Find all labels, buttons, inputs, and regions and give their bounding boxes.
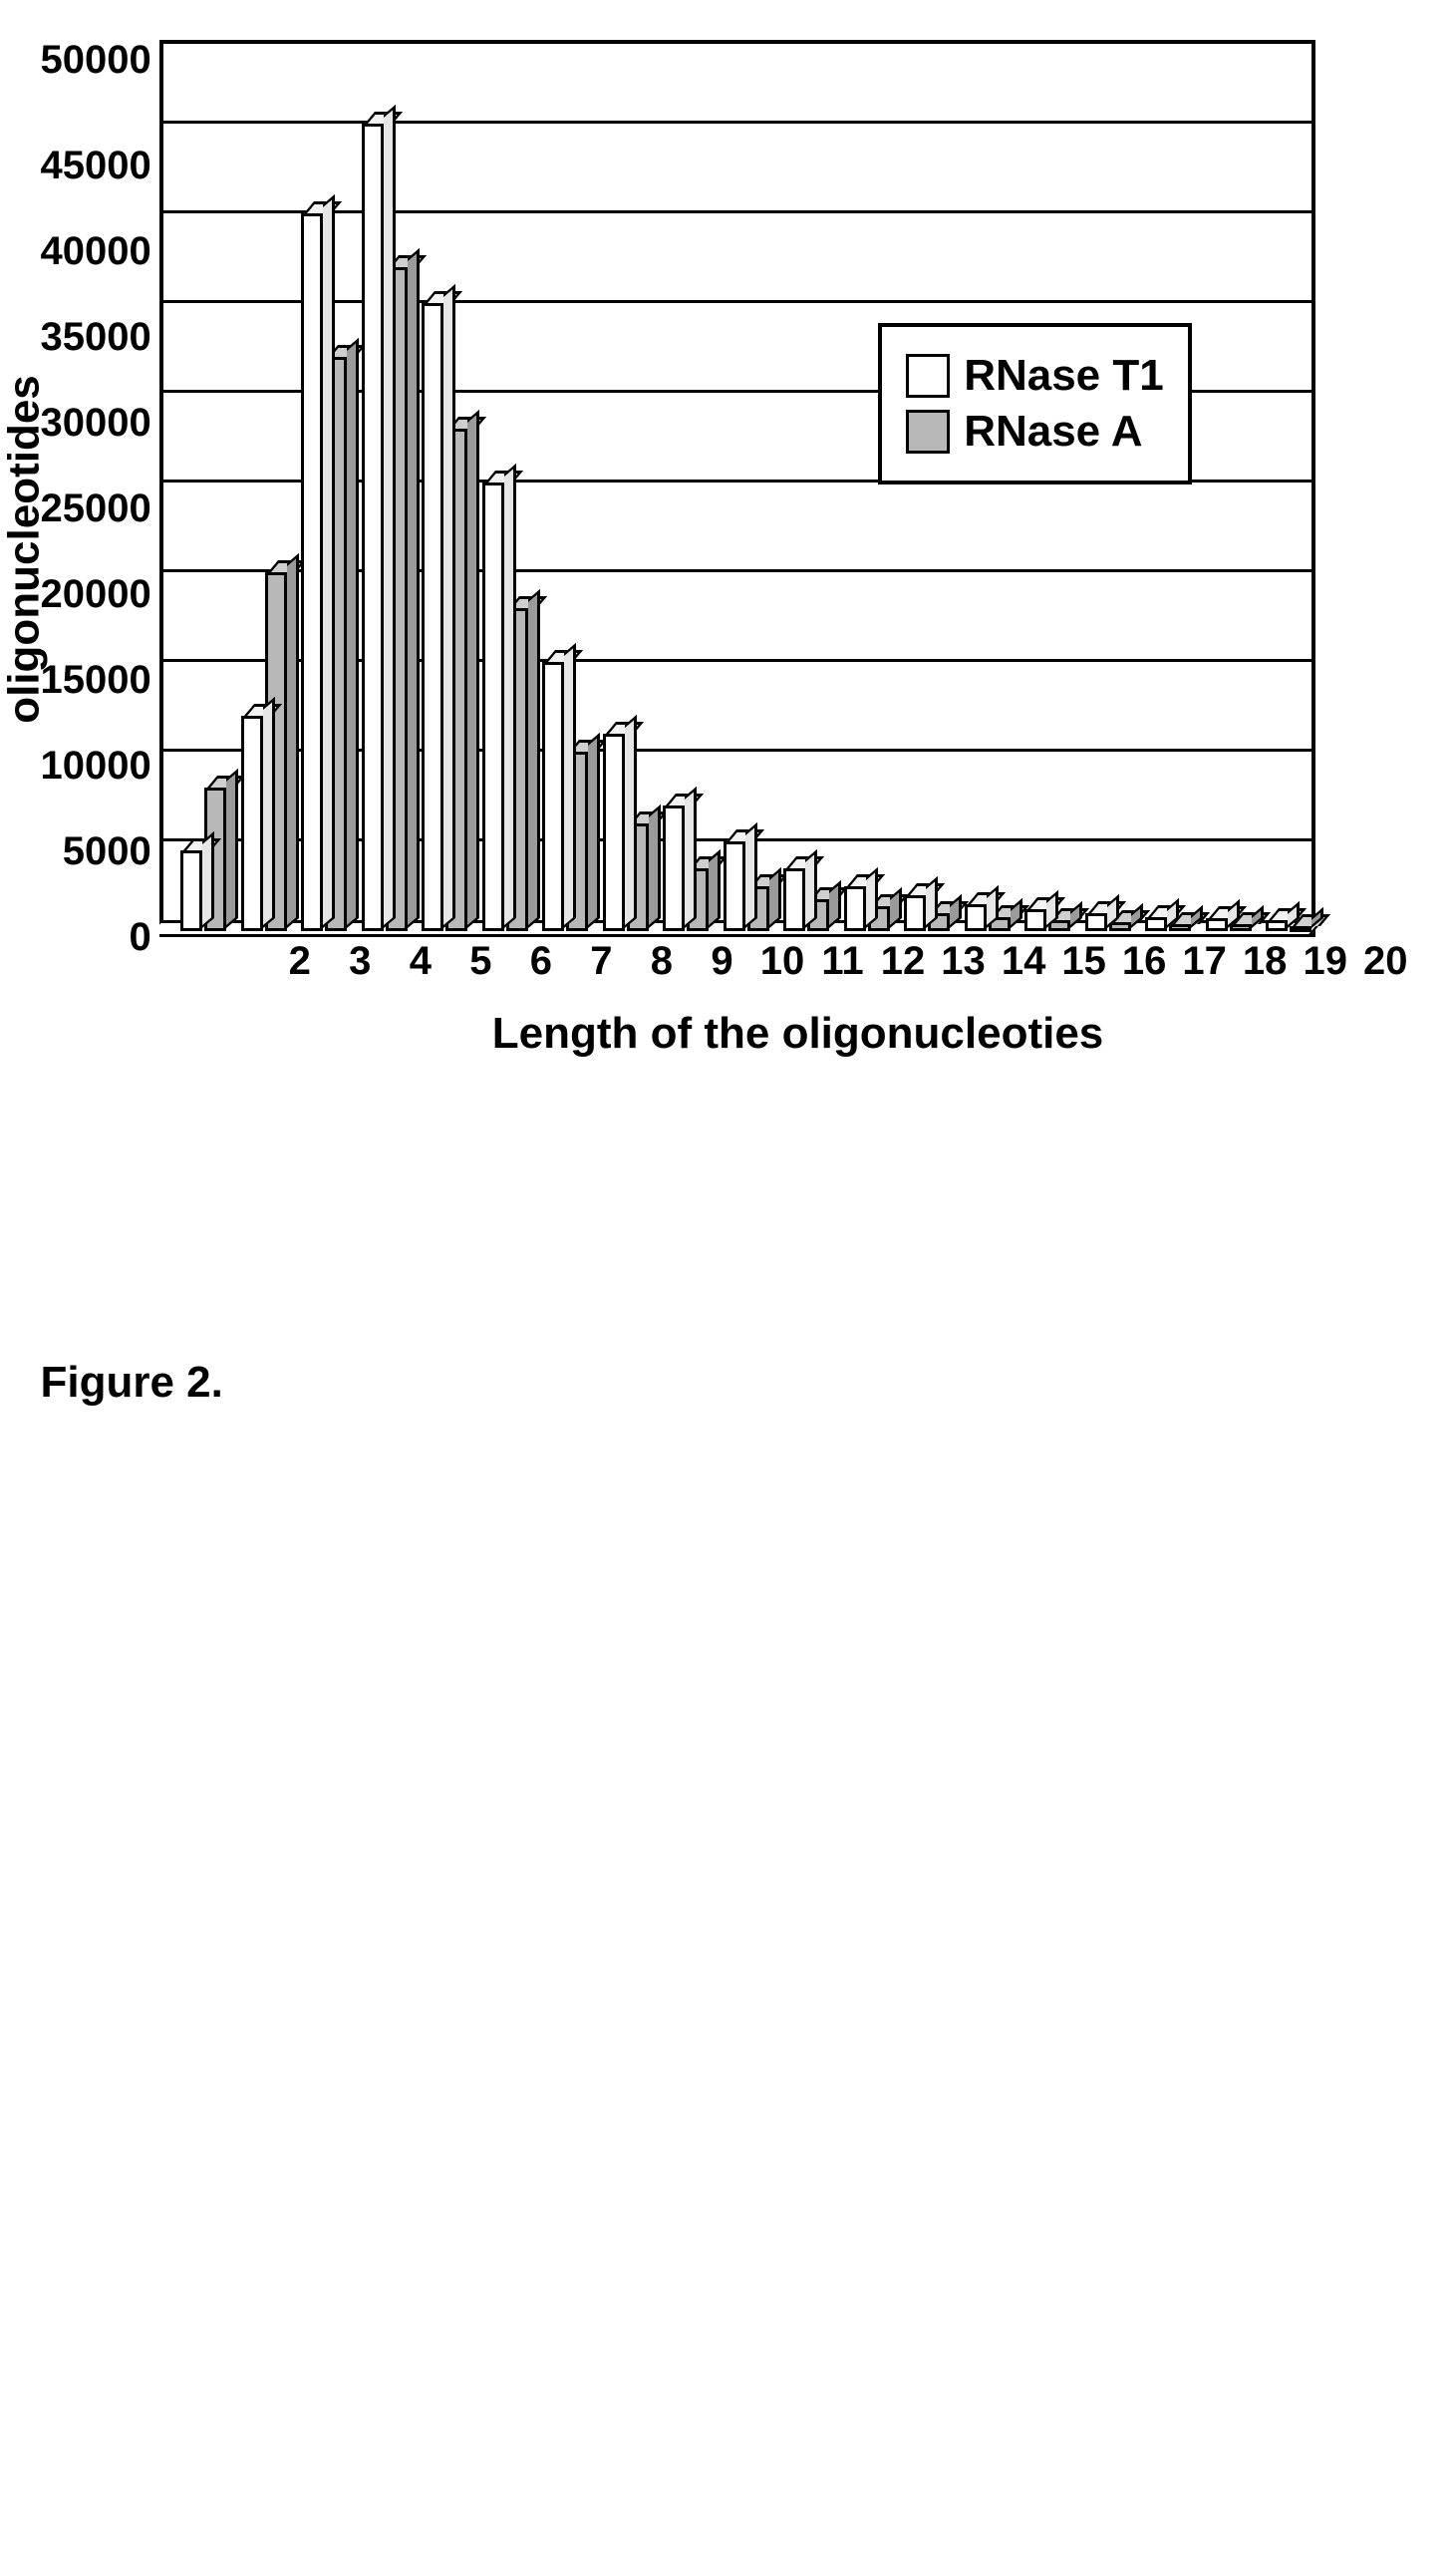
x-tick-label: 15: [1061, 939, 1106, 984]
bar-rnase-t1: [542, 662, 564, 931]
y-tick-label: 50000: [41, 40, 151, 80]
y-tick-label: 30000: [41, 403, 151, 443]
legend-swatch-rnase-a: [906, 410, 950, 454]
x-tick-label: 17: [1182, 939, 1227, 984]
y-tick-label: 25000: [41, 488, 151, 528]
x-tick-label: 18: [1243, 939, 1288, 984]
bar-rnase-t1: [844, 886, 866, 931]
bar-rnase-t1: [180, 850, 202, 931]
x-tick-label: 6: [530, 939, 552, 984]
figure-wrap: Number of the oligonucleotides 500004500…: [41, 40, 1416, 1408]
bar-rnase-t1: [1024, 909, 1046, 931]
legend-row-rnase-t1: RNase T1: [906, 351, 1164, 401]
bar-rnase-t1: [603, 734, 625, 931]
legend-label-rnase-a: RNase A: [964, 407, 1142, 457]
legend-swatch-rnase-t1: [906, 354, 950, 398]
x-tick-label: 16: [1122, 939, 1167, 984]
bar-rnase-t1: [241, 716, 263, 931]
x-tick-label: 5: [469, 939, 491, 984]
bars-layer: [163, 44, 1311, 931]
x-tick-label: 13: [941, 939, 986, 984]
bar-rnase-t1: [904, 895, 926, 931]
y-tick-label: 10000: [41, 746, 151, 786]
y-ticks-column: 50000 45000 40000 35000 30000 25000 20000 15000…: [41, 40, 159, 937]
x-axis-label: Length of the oligonucleoties: [492, 1009, 1104, 1059]
bar-rnase-a: [1290, 926, 1311, 931]
chart-area: Number of the oligonucleotides 500004500…: [41, 40, 1416, 1059]
bar-rnase-a: [1230, 924, 1252, 931]
x-tick-label: 7: [590, 939, 612, 984]
x-tick-label: 10: [760, 939, 805, 984]
bar-rnase-t1: [362, 124, 384, 931]
y-tick-label: 45000: [41, 146, 151, 185]
x-tick-label: 2: [289, 939, 311, 984]
x-tick-label: 3: [349, 939, 371, 984]
x-tick-label: 20: [1363, 939, 1408, 984]
legend-box: RNase T1 RNase A: [878, 323, 1192, 484]
bar-rnase-t1: [1266, 920, 1288, 931]
y-tick-label: 15000: [41, 660, 151, 700]
bar-rnase-t1: [1085, 913, 1107, 931]
bar-rnase-t1: [301, 213, 323, 931]
bar-rnase-t1: [724, 841, 745, 931]
x-tick-label: 4: [410, 939, 432, 984]
plot-area: RNase T1 RNase A: [159, 40, 1315, 937]
figure-caption: Figure 2.: [41, 1358, 1416, 1408]
y-tick-label: 0: [129, 917, 150, 957]
x-tick-label: 11: [821, 939, 863, 984]
bar-rnase-t1: [482, 483, 504, 931]
x-tick-label: 8: [651, 939, 673, 984]
y-tick-label: 35000: [41, 317, 151, 357]
bar-rnase-t1: [422, 303, 443, 931]
x-ticks: 23456789 10 11 12 13 14 15 16 17 18 19 20: [260, 937, 1416, 997]
y-tick-label: 20000: [41, 574, 151, 614]
bar-rnase-t1: [663, 805, 685, 931]
bar-rnase-t1: [965, 904, 987, 931]
x-tick-label: 9: [711, 939, 732, 984]
y-ticks: 50000 45000 40000 35000 30000 25000 20000 15000…: [41, 40, 159, 937]
y-tick-label: 5000: [63, 831, 151, 871]
legend-row-rnase-a: RNase A: [906, 407, 1164, 457]
x-tick-label: 12: [881, 939, 926, 984]
bar-rnase-t1: [1206, 918, 1228, 931]
bar-rnase-t1: [783, 868, 805, 931]
bar-rnase-a: [1169, 924, 1191, 931]
bar-rnase-t1: [1145, 917, 1167, 931]
x-tick-label: 19: [1303, 939, 1347, 984]
y-tick-label: 40000: [41, 231, 151, 271]
plot-row: 50000 45000 40000 35000 30000 25000 20000 15000…: [41, 40, 1416, 937]
legend-label-rnase-t1: RNase T1: [964, 351, 1164, 401]
x-tick-label: 14: [1002, 939, 1046, 984]
